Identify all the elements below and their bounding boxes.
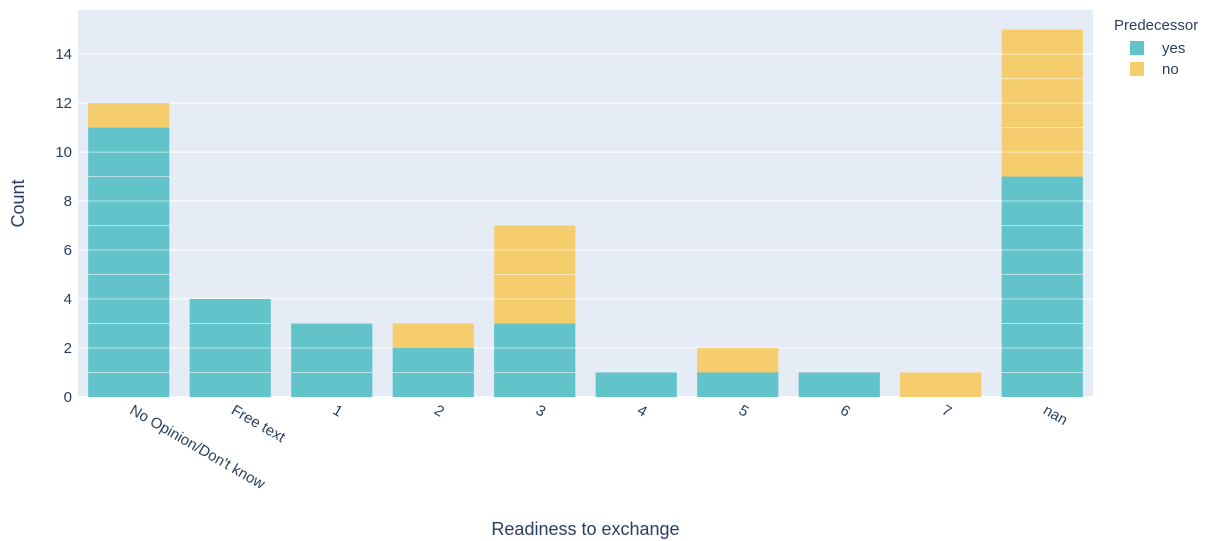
y-tick-label: 4 xyxy=(64,291,72,308)
bar-yes[interactable] xyxy=(1001,176,1083,397)
legend-swatch-yes[interactable] xyxy=(1130,41,1144,55)
x-tick-label: 4 xyxy=(634,402,650,421)
bar-yes[interactable] xyxy=(291,323,373,397)
y-tick-label: 0 xyxy=(64,389,72,406)
y-tick-label: 6 xyxy=(64,242,72,259)
y-tick-label: 8 xyxy=(64,193,72,210)
legend-label-no[interactable]: no xyxy=(1162,61,1179,78)
x-tick-label: 5 xyxy=(736,402,752,421)
x-tick-label: 7 xyxy=(939,402,955,421)
x-tick-label: 6 xyxy=(837,402,853,421)
y-tick-label: 2 xyxy=(64,340,72,357)
x-tick-label: nan xyxy=(1040,402,1070,429)
bar-no[interactable] xyxy=(392,323,474,349)
legend-title: Predecessor xyxy=(1114,17,1198,34)
x-tick-label: 3 xyxy=(533,402,549,421)
legend-swatch-no[interactable] xyxy=(1130,62,1144,76)
x-tick-label: 2 xyxy=(431,402,447,421)
x-tick-label: Free text xyxy=(228,402,288,447)
bar-no[interactable] xyxy=(697,348,779,373)
bar-no[interactable] xyxy=(88,103,170,128)
y-tick-label: 10 xyxy=(55,144,72,161)
bar-yes[interactable] xyxy=(494,323,576,397)
bar-no[interactable] xyxy=(900,372,982,397)
legend[interactable]: Predecessor yes no xyxy=(1114,17,1198,78)
bar-yes[interactable] xyxy=(595,372,677,397)
x-tick-label: 1 xyxy=(330,402,346,421)
legend-label-yes[interactable]: yes xyxy=(1162,40,1185,57)
bar-yes[interactable] xyxy=(697,372,779,397)
y-tick-label: 12 xyxy=(55,95,72,112)
y-tick-label: 14 xyxy=(55,46,72,63)
bar-yes[interactable] xyxy=(88,127,170,398)
bars xyxy=(88,29,1083,398)
y-axis-title: Count xyxy=(8,179,28,227)
y-axis-ticks: 0 2 4 6 8 10 12 14 xyxy=(55,46,72,406)
bar-yes[interactable] xyxy=(798,372,880,397)
x-axis-title: Readiness to exchange xyxy=(491,519,679,539)
